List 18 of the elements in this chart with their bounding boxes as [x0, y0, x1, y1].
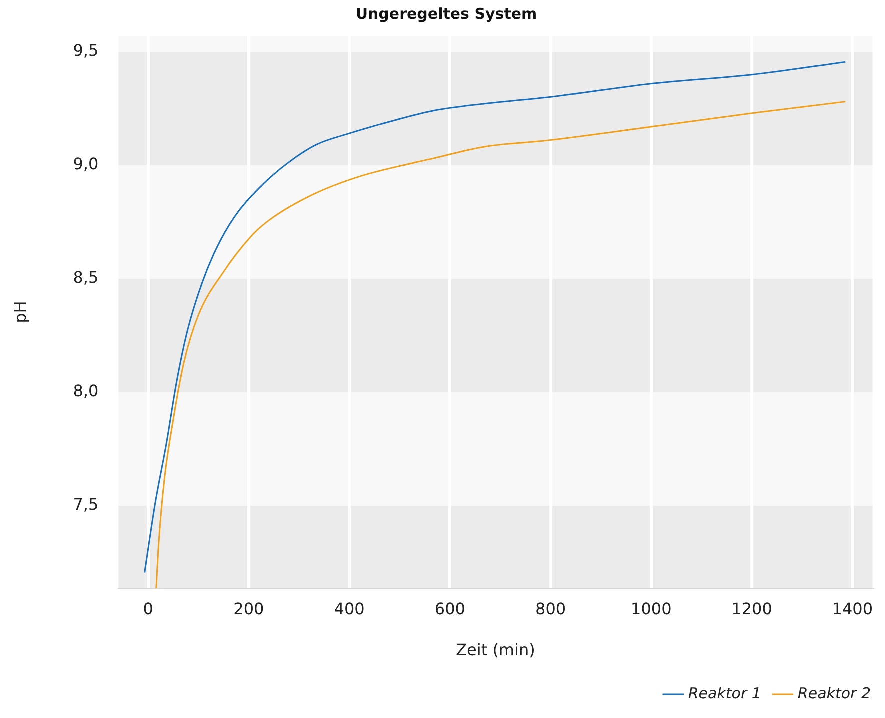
y-tick-label: 8,5: [73, 268, 99, 287]
y-axis-title: pH: [10, 301, 30, 324]
x-tick-label: 1200: [732, 599, 772, 618]
x-tick-label: 600: [434, 599, 466, 618]
y-tick-label: 9,0: [73, 154, 99, 174]
y-tick-label: 7,5: [73, 494, 99, 514]
y-tick-label: 8,0: [73, 381, 99, 400]
x-tick-label: 400: [334, 599, 365, 618]
legend-label: Reaktor 2: [798, 684, 872, 702]
x-tick-label: 200: [234, 599, 264, 618]
x-tick-label: 800: [536, 599, 566, 618]
x-tick-label: 1400: [832, 599, 873, 618]
legend-label: Reaktor 1: [688, 684, 762, 702]
x-axis-title: Zeit (min): [456, 640, 536, 660]
x-tick-label: 1000: [631, 599, 672, 618]
x-tick-label: 0: [143, 599, 154, 618]
y-tick-label: 9,5: [73, 41, 99, 60]
chart-title: Ungeregeltes System: [356, 4, 538, 23]
